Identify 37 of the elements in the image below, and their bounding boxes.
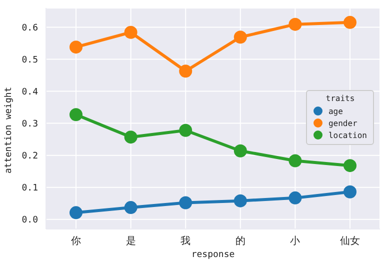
point <box>288 18 302 31</box>
x-tick-label: 仙女 <box>340 235 360 248</box>
y-tick-label: 0.5 <box>22 55 38 66</box>
point <box>288 191 302 204</box>
x-tick-label: 的 <box>235 236 246 248</box>
point <box>179 64 192 78</box>
y-tick-label: 0.0 <box>22 216 38 226</box>
y-tick-label: 0.1 <box>22 184 38 194</box>
point <box>70 40 82 54</box>
point <box>70 108 82 122</box>
y-tick-label: 0.4 <box>22 87 38 98</box>
point <box>70 206 82 220</box>
y-tick-label: 0.6 <box>22 23 38 34</box>
point <box>344 185 356 198</box>
point <box>234 144 247 158</box>
y-axis-title: attention weight <box>4 86 14 174</box>
y-tick-label: 0.3 <box>22 120 38 130</box>
point <box>234 30 247 44</box>
point <box>124 201 138 214</box>
point <box>179 196 192 210</box>
point <box>124 26 138 39</box>
point <box>124 130 138 144</box>
legend-label: gender <box>328 118 358 128</box>
legend-title: traits <box>324 94 356 103</box>
point <box>234 194 247 208</box>
point <box>288 154 302 168</box>
x-tick-label: 小 <box>290 235 300 248</box>
point <box>344 16 356 29</box>
legend-label: location <box>328 130 367 140</box>
x-tick-label: 你 <box>71 236 81 248</box>
legend-label: age <box>328 106 343 116</box>
point <box>179 124 192 137</box>
y-tick-label: 0.2 <box>22 152 38 162</box>
x-tick-label: 是 <box>126 236 136 248</box>
x-axis-title: response <box>191 250 235 260</box>
point <box>344 159 356 172</box>
x-tick-label: 我 <box>180 235 191 248</box>
